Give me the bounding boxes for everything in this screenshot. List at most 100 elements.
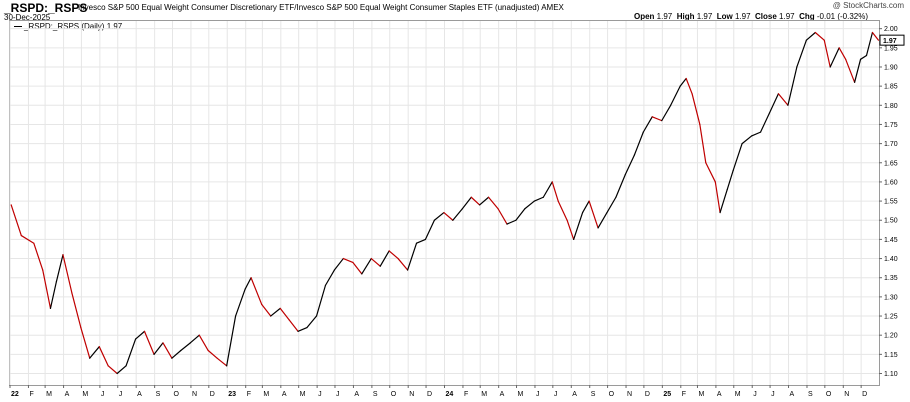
series-segment	[89, 346, 100, 359]
series-segment	[415, 238, 427, 244]
x-tick-label: M	[698, 391, 704, 398]
series-segment	[162, 342, 173, 359]
y-tick-label: 1.25	[884, 314, 898, 321]
series-segment	[116, 365, 127, 375]
series-segment	[397, 257, 409, 271]
series-segment	[487, 196, 499, 210]
x-tick-label: A	[500, 391, 505, 398]
x-tick-label: J	[536, 391, 540, 398]
x-tick-label: A	[717, 391, 722, 398]
series-segment	[306, 315, 318, 329]
series-segment	[180, 342, 191, 352]
series-segment	[787, 66, 798, 106]
series-segment	[361, 257, 372, 275]
series-segment	[315, 284, 327, 317]
close-value: 1.97	[779, 12, 795, 21]
series-segment	[853, 58, 862, 83]
x-tick-label: 25	[663, 391, 671, 398]
ticker-description: Invesco S&P 500 Equal Weight Consumer Di…	[78, 3, 564, 12]
y-tick-label: 1.60	[884, 179, 898, 186]
x-tick-label: J	[771, 391, 775, 398]
x-tick-label: J	[119, 391, 123, 398]
series-segment	[207, 349, 218, 359]
x-tick-label: D	[645, 391, 650, 398]
series-segment	[270, 307, 281, 317]
y-tick-label: 1.80	[884, 103, 898, 110]
y-tick-label: 1.15	[884, 352, 898, 359]
chart-date: 30-Dec-2025	[4, 13, 51, 22]
x-tick-label: N	[409, 391, 414, 398]
series-segment	[342, 257, 354, 263]
series-segment	[506, 219, 517, 225]
open-label: Open	[633, 12, 655, 21]
y-tick-label: 1.90	[884, 64, 898, 71]
high-label: High	[676, 12, 695, 21]
series-segment	[588, 200, 599, 229]
series-segment	[279, 307, 290, 321]
series-segment	[566, 219, 575, 240]
y-tick-label: 1.65	[884, 160, 898, 167]
series-segment	[352, 261, 363, 275]
series-segment	[796, 39, 807, 68]
x-tick-label: D	[427, 391, 432, 398]
series-segment	[805, 31, 816, 41]
x-tick-label: S	[591, 391, 596, 398]
x-tick-label: M	[481, 391, 487, 398]
series-segment	[49, 280, 58, 309]
series-segment	[388, 250, 399, 260]
series-segment	[470, 196, 481, 206]
series-segment	[33, 242, 44, 271]
series-segment	[433, 211, 445, 221]
open-value: 1.97	[656, 12, 673, 21]
series-segment	[573, 211, 584, 240]
series-segment	[633, 131, 644, 156]
series-segment	[871, 31, 880, 41]
series-segment	[845, 58, 856, 83]
series-segment	[741, 135, 753, 145]
x-tick-label: F	[247, 391, 251, 398]
series-segment	[691, 93, 701, 126]
series-segment	[551, 181, 559, 202]
series-segment	[497, 208, 508, 225]
series-segment	[768, 93, 780, 114]
x-tick-label: O	[609, 391, 615, 398]
series-segment	[651, 116, 663, 122]
series-segment	[261, 303, 272, 317]
last-value-label: 1.97	[883, 38, 897, 45]
series-segment	[324, 269, 335, 286]
series-segment	[333, 257, 344, 271]
x-tick-label: O	[826, 391, 832, 398]
x-axis: 22 F M A M J J A S O N D 23 F M A M J J A S O N D 24 F M A M J J A S O N D 2…	[9, 385, 867, 398]
chart-legend: _RSPD:_RSPS (Daily) 1.97	[14, 22, 122, 31]
series-segment	[125, 338, 137, 367]
x-tick-label: 24	[446, 391, 454, 398]
series-segment	[838, 47, 847, 60]
series-segment	[533, 196, 544, 202]
y-tick-label: 2.00	[884, 26, 898, 33]
series-segment	[515, 208, 526, 221]
series-segment	[823, 39, 831, 68]
x-tick-label: S	[808, 391, 813, 398]
x-tick-label: M	[300, 391, 306, 398]
series-segment	[153, 342, 164, 355]
series-segment	[719, 188, 728, 214]
series-segment	[679, 77, 687, 87]
y-tick-label: 1.55	[884, 199, 898, 206]
low-value: 1.97	[734, 12, 751, 21]
series-segment	[250, 277, 263, 306]
x-tick-label: J	[753, 391, 757, 398]
series-segment	[777, 93, 789, 106]
y-tick-label: 1.75	[884, 122, 898, 129]
high-value: 1.97	[696, 12, 713, 21]
x-tick-label: A	[137, 391, 142, 398]
series-segment	[705, 162, 716, 183]
x-tick-label: F	[682, 391, 686, 398]
series-layer	[10, 31, 880, 375]
series-segment	[624, 154, 635, 175]
series-segment	[859, 54, 868, 60]
y-tick-label: 1.85	[884, 84, 898, 91]
chg-value: -0.01 (-0.32%)	[816, 12, 868, 21]
series-segment	[732, 143, 743, 172]
series-segment	[198, 334, 209, 352]
